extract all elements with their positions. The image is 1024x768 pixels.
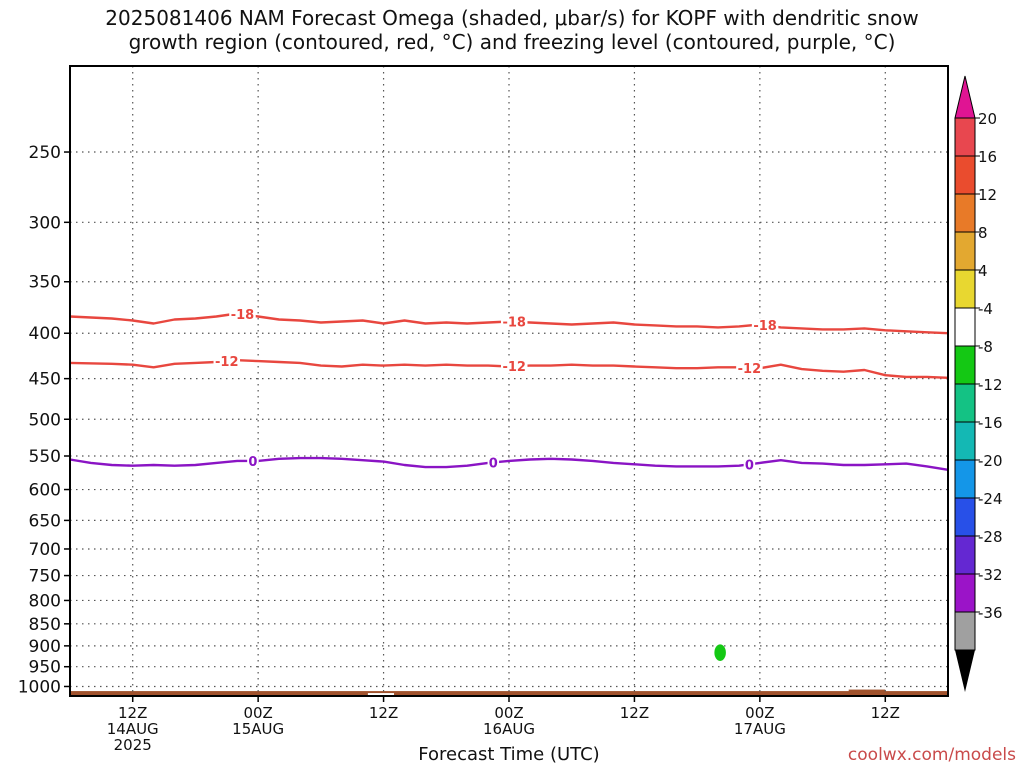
x-tick-label: 00Z xyxy=(494,704,523,722)
y-tick-label: 600 xyxy=(29,481,61,501)
contour-label: 0 xyxy=(745,458,754,473)
chart-title-line2: growth region (contoured, red, °C) and f… xyxy=(128,30,896,54)
y-tick-label: 350 xyxy=(29,273,61,293)
y-tick-label: 950 xyxy=(29,658,61,678)
contour-label: -18 xyxy=(753,319,777,334)
credit-text: coolwx.com/models xyxy=(847,745,1016,765)
colorbar-label: -28 xyxy=(978,528,1003,546)
contour-freezing-level: 0 0 0 xyxy=(69,453,949,473)
x-tick-label: 12Z xyxy=(620,704,649,722)
x-tick-label: 14AUG xyxy=(107,720,159,738)
contour-label-bg xyxy=(500,314,528,329)
y-tick-label: 650 xyxy=(29,511,61,531)
contour-label: -18 xyxy=(231,308,255,323)
y-tick-label: 300 xyxy=(29,213,61,233)
colorbar-label: 12 xyxy=(978,186,997,204)
colorbar-bottom-arrow xyxy=(955,650,975,692)
x-tick-label: 12Z xyxy=(118,704,147,722)
colorbar-label: -16 xyxy=(978,414,1003,432)
colorbar-swatch xyxy=(954,383,976,423)
contour-dendritic-minus18: -18 -18 -18 xyxy=(69,307,949,335)
x-tick-label: 2025 xyxy=(114,736,152,754)
contour-label-bg xyxy=(743,457,756,472)
colorbar-label: -24 xyxy=(978,490,1003,508)
x-tick-label: 00Z xyxy=(745,704,774,722)
contour-label-bg xyxy=(736,360,763,375)
contour-label-bg xyxy=(500,359,528,374)
colorbar-swatch xyxy=(954,155,976,195)
contour-line xyxy=(69,456,949,471)
y-tick-label: 900 xyxy=(29,637,61,657)
terrain-strip xyxy=(70,691,948,696)
colorbar-label: -20 xyxy=(978,452,1003,470)
colorbar-label: -36 xyxy=(978,604,1003,622)
y-tick-label: 800 xyxy=(29,591,61,611)
terrain-bump xyxy=(848,689,886,692)
contour-label: -12 xyxy=(738,362,762,377)
y-tick-label: 400 xyxy=(29,324,61,344)
contour-dendritic-minus12: -12 -12 -12 xyxy=(69,354,949,379)
chart-title-line1: 2025081406 NAM Forecast Omega (shaded, μ… xyxy=(105,6,919,30)
contour-label: 0 xyxy=(248,455,257,470)
x-tick-label: 12Z xyxy=(871,704,900,722)
y-tick-label: 750 xyxy=(29,567,61,587)
colorbar-swatch xyxy=(954,535,976,575)
colorbar-swatch xyxy=(954,307,976,347)
colorbar-label: 8 xyxy=(978,224,988,242)
colorbar-label: -4 xyxy=(978,300,993,318)
y-tick-label: 250 xyxy=(29,143,61,163)
colorbar-swatch xyxy=(954,117,976,157)
colorbar: 20 16 12 8 4 -4 -8 -12 -16 -20 -24 -28 -32 -36 xyxy=(954,75,1003,692)
colorbar-swatch xyxy=(954,345,976,385)
x-axis-label: Forecast Time (UTC) xyxy=(418,744,600,765)
y-tick-label: 500 xyxy=(29,410,61,430)
colorbar-swatch xyxy=(954,459,976,499)
x-tick-label: 12Z xyxy=(369,704,398,722)
colorbar-swatch xyxy=(954,269,976,309)
colorbar-swatch xyxy=(954,573,976,613)
x-tick-label: 17AUG xyxy=(734,720,786,738)
colorbar-swatch xyxy=(954,611,976,651)
colorbar-label: -32 xyxy=(978,566,1003,584)
colorbar-swatch xyxy=(954,193,976,233)
grid-lines xyxy=(70,66,948,696)
colorbar-swatch xyxy=(954,421,976,461)
contour-label: -12 xyxy=(502,360,526,375)
contour-label-bg xyxy=(213,354,241,369)
y-tick-label: 700 xyxy=(29,540,61,560)
colorbar-label: 20 xyxy=(978,110,997,128)
contour-label: -18 xyxy=(502,316,526,331)
chart-title: 2025081406 NAM Forecast Omega (shaded, μ… xyxy=(0,6,1024,54)
y-tick-label: 450 xyxy=(29,370,61,390)
contour-label-bg xyxy=(247,453,259,468)
terrain-notch xyxy=(367,693,395,697)
colorbar-label: -8 xyxy=(978,338,993,356)
colorbar-swatch xyxy=(954,497,976,537)
contour-label: 0 xyxy=(489,456,498,471)
contour-label: -12 xyxy=(215,355,239,370)
y-tick-label: 1000 xyxy=(18,677,61,697)
omega-shaded-region xyxy=(714,644,726,661)
y-tick-label: 550 xyxy=(29,447,61,467)
colorbar-label: 16 xyxy=(978,148,997,166)
colorbar-swatch xyxy=(954,231,976,271)
x-tick-label: 16AUG xyxy=(483,720,535,738)
colorbar-label: 4 xyxy=(978,262,988,280)
contour-label-bg xyxy=(487,455,500,470)
x-tick-label: 00Z xyxy=(243,704,272,722)
contour-label-bg xyxy=(229,307,256,322)
colorbar-label: -12 xyxy=(978,376,1003,394)
contour-label-bg xyxy=(751,318,779,333)
x-tick-label: 15AUG xyxy=(232,720,284,738)
colorbar-top-arrow xyxy=(954,75,976,119)
plot-area xyxy=(70,66,948,696)
y-tick-label: 850 xyxy=(29,615,61,635)
